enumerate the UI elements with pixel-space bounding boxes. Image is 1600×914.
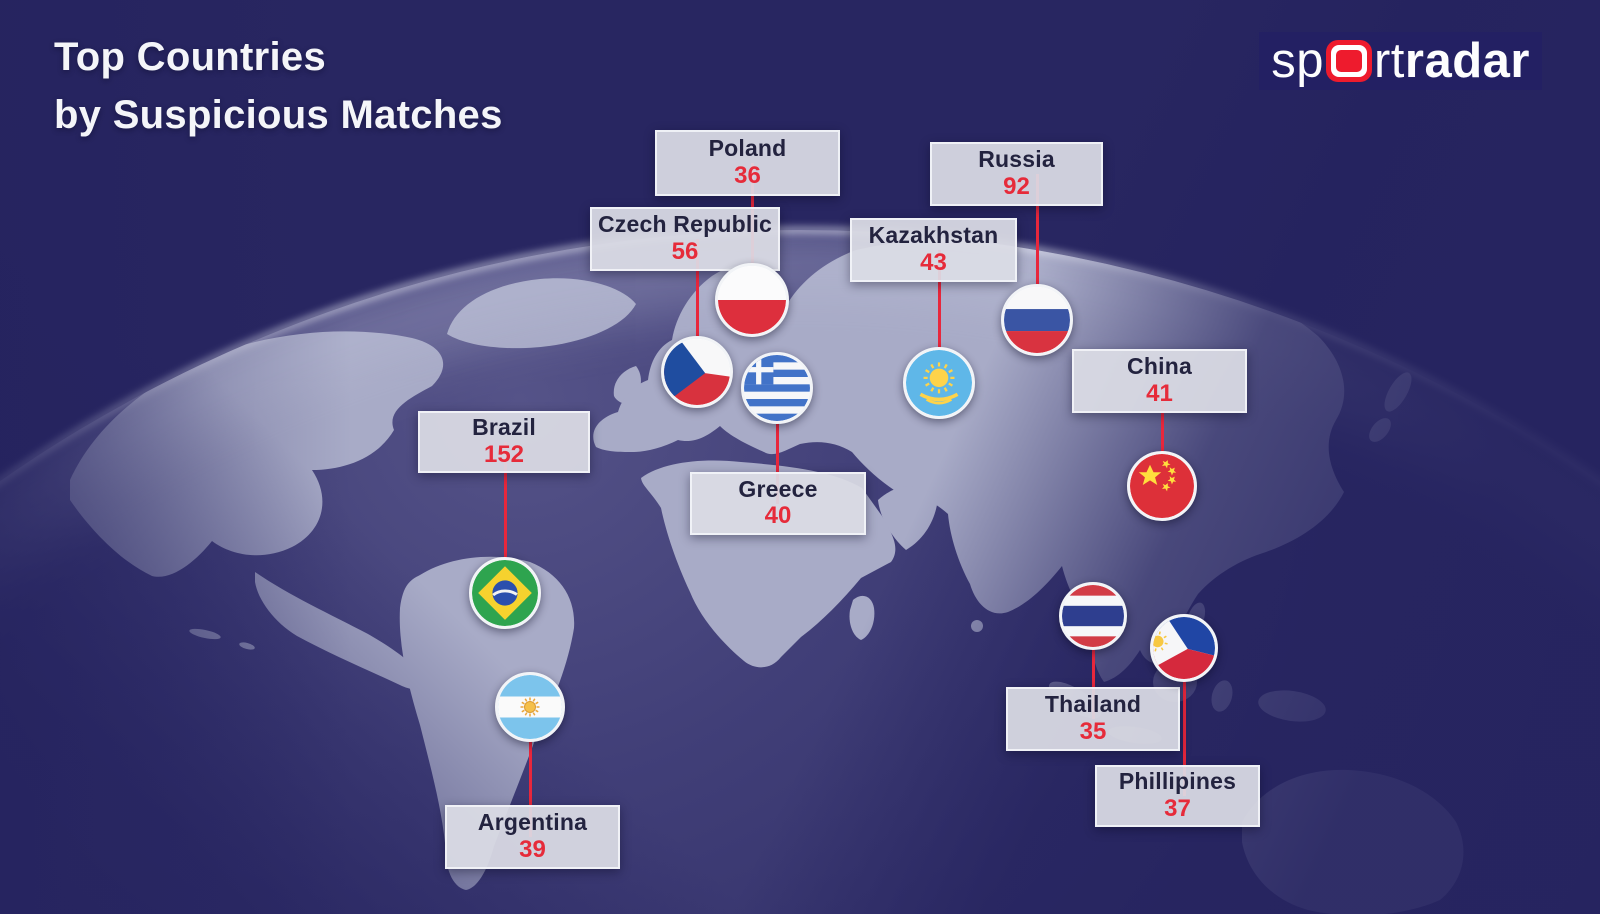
country-label-thailand: Thailand 35: [1006, 687, 1180, 751]
argentina-flag-icon: [495, 672, 565, 742]
country-label-brazil: Brazil 152: [418, 411, 590, 473]
country-value: 43: [920, 248, 947, 276]
country-name: Greece: [738, 475, 818, 502]
page-title: Top Countries by Suspicious Matches: [54, 28, 503, 144]
china-flag-icon: [1127, 451, 1197, 521]
country-value: 41: [1146, 379, 1173, 407]
country-name: Argentina: [477, 809, 588, 836]
logo-text-sp: sp: [1271, 33, 1324, 88]
country-name: Czech Republic: [597, 211, 773, 238]
page-title-line1: Top Countries: [54, 35, 327, 79]
country-label-greece: Greece 40: [690, 472, 866, 535]
country-label-poland: Poland 36: [655, 130, 840, 196]
country-value: 40: [764, 502, 792, 530]
country-name: Brazil: [472, 414, 536, 441]
page-title-line2: by Suspicious Matches: [54, 93, 503, 137]
thailand-flag-icon: [1059, 582, 1127, 650]
country-name: Kazakhstan: [868, 222, 999, 249]
country-name: Russia: [978, 146, 1055, 173]
greece-flag-icon: [741, 352, 813, 424]
sportradar-logo-o-icon: [1325, 40, 1372, 82]
country-name: China: [1127, 353, 1192, 380]
country-label-czech-republic: Czech Republic 56: [590, 207, 780, 271]
country-value: 37: [1164, 794, 1191, 822]
country-label-kazakhstan: Kazakhstan 43: [850, 218, 1017, 282]
country-label-argentina: Argentina 39: [445, 805, 620, 869]
russia-flag-icon: [1001, 284, 1073, 356]
country-value: 92: [1003, 172, 1030, 200]
brazil-flag-icon: [469, 557, 541, 629]
country-value: 36: [734, 161, 761, 189]
logo-text-radar: radar: [1404, 33, 1530, 88]
country-value: 39: [519, 835, 546, 863]
country-value: 56: [671, 237, 699, 265]
country-name: Poland: [708, 135, 787, 162]
kazakhstan-flag-icon: [903, 347, 975, 419]
country-label-russia: Russia 92: [930, 142, 1103, 206]
country-value: 35: [1079, 717, 1107, 745]
country-label-china: China 41: [1072, 349, 1247, 413]
poland-flag-icon: [715, 263, 789, 337]
logo-text-rt: rt: [1373, 33, 1405, 88]
czech-republic-flag-icon: [661, 336, 733, 408]
country-label-philippines: Phillipines 37: [1095, 765, 1260, 827]
country-name: Thailand: [1044, 691, 1142, 718]
country-value: 152: [483, 440, 525, 468]
country-name: Phillipines: [1118, 768, 1237, 795]
sportradar-logo: sp rt radar: [1259, 32, 1542, 90]
philippines-flag-icon: [1150, 614, 1218, 682]
